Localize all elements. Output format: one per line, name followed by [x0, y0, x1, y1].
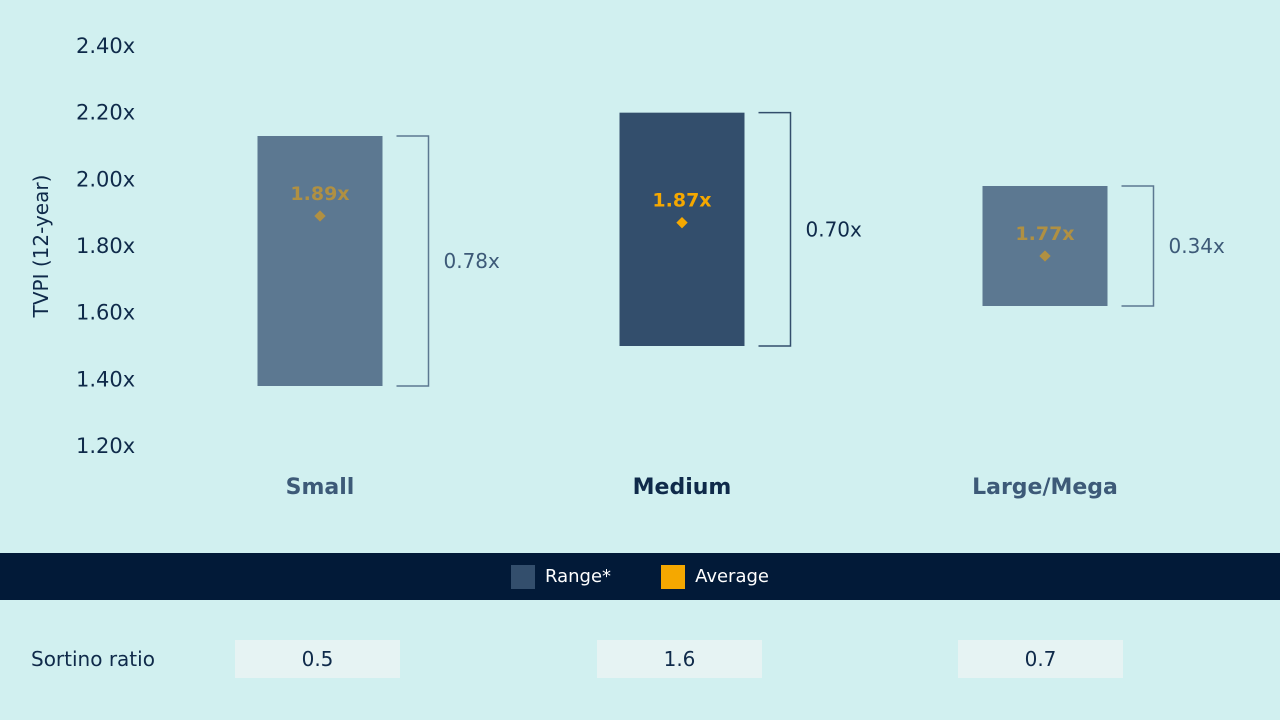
category-label: Medium — [633, 475, 732, 500]
average-marker — [1039, 250, 1051, 262]
y-axis-ticks: 2.40x 2.20x 2.00x 1.80x 1.60x 1.40x 1.20x — [76, 34, 135, 458]
range-bar — [257, 136, 383, 386]
average-label: 1.77x — [1015, 223, 1074, 245]
average-label: 1.87x — [652, 190, 711, 212]
y-tick-label: 2.40x — [76, 34, 135, 58]
y-tick-label: 1.20x — [76, 434, 135, 458]
y-tick-label: 1.40x — [76, 367, 135, 391]
category-label: Small — [286, 475, 355, 500]
y-tick-label: 1.60x — [76, 301, 135, 325]
y-tick-label: 1.80x — [76, 234, 135, 258]
bar-group: 1.77x 0.34x Large/Mega — [972, 185, 1226, 500]
bar-group: 1.89x 0.78x Small — [257, 135, 501, 500]
y-tick-label: 2.00x — [76, 167, 135, 191]
legend-item-range: Range* — [511, 564, 612, 589]
range-bar — [982, 186, 1108, 306]
legend-item-average: Average — [661, 564, 769, 589]
range-bracket — [758, 111, 792, 347]
legend-swatch-range — [511, 564, 535, 589]
spread-label: 0.34x — [1169, 234, 1226, 258]
average-label: 1.89x — [290, 183, 349, 205]
range-bars: 1.89x 0.78x Small 1.87x 0.70x Medium 1.77x 0.34… — [257, 111, 1226, 500]
tvpi-range-chart: TVPI (12-year) 2.40x 2.20x 2.00x 1.80x 1.60x… — [29, 34, 1226, 500]
spread-label: 0.78x — [444, 249, 501, 273]
y-tick-label: 2.20x — [76, 101, 135, 125]
legend-label-average: Average — [695, 566, 769, 587]
range-bracket — [396, 135, 430, 387]
sortino-value-large-mega: 0.7 — [958, 640, 1123, 678]
average-marker — [676, 217, 688, 229]
sortino-value-medium: 1.6 — [597, 640, 762, 678]
y-axis-title: TVPI (12-year) — [29, 175, 53, 319]
spread-label: 0.70x — [806, 217, 863, 241]
legend-label-range: Range* — [545, 566, 612, 587]
range-bar — [619, 112, 745, 347]
range-bracket — [1121, 185, 1155, 307]
category-label: Large/Mega — [972, 475, 1118, 500]
legend: Range* Average — [0, 553, 1280, 600]
average-marker — [314, 210, 326, 222]
sortino-value-small: 0.5 — [235, 640, 400, 678]
sortino-label: Sortino ratio — [31, 647, 155, 671]
legend-swatch-average — [661, 564, 686, 589]
bar-group: 1.87x 0.70x Medium — [619, 111, 863, 500]
